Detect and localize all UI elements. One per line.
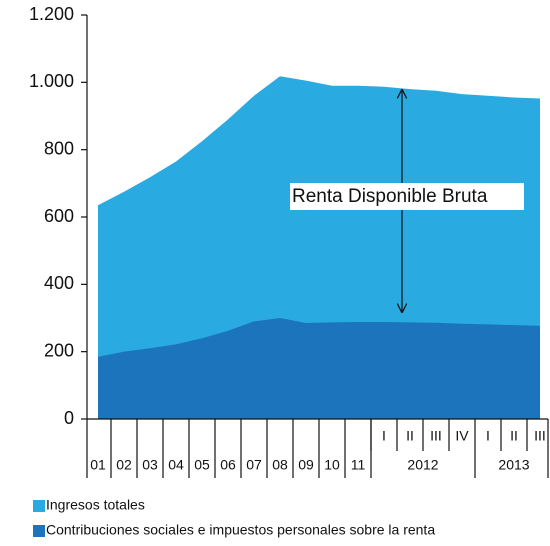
plot-area bbox=[98, 76, 540, 420]
x-tick-label: 06 bbox=[220, 457, 236, 473]
x-tick-label: 05 bbox=[194, 457, 210, 473]
x-tick-label: 03 bbox=[142, 457, 158, 473]
legend-label: Ingresos totales bbox=[46, 497, 145, 513]
annotation: Renta Disponible Bruta bbox=[292, 186, 488, 207]
y-tick-label: 1.000 bbox=[29, 71, 74, 91]
y-tick-label: 1.200 bbox=[29, 4, 74, 24]
x-group-label: 2012 bbox=[407, 457, 438, 473]
x-tick-label: 09 bbox=[298, 457, 314, 473]
y-tick-label: 600 bbox=[44, 206, 74, 226]
annotation-box bbox=[290, 183, 524, 210]
y-tick-label: 200 bbox=[44, 340, 74, 360]
x-tick-label: I bbox=[382, 428, 386, 444]
area bbox=[98, 318, 540, 419]
x-tick-label: II bbox=[406, 428, 414, 444]
y-tick-label: 800 bbox=[44, 138, 74, 158]
x-tick-label: 11 bbox=[351, 457, 366, 473]
x-tick-label: III bbox=[534, 428, 546, 444]
y-tick-label: 400 bbox=[44, 273, 74, 293]
x-tick-label: 10 bbox=[324, 457, 340, 473]
x-tick-label: 02 bbox=[116, 457, 132, 473]
x-tick-label: 01 bbox=[90, 457, 106, 473]
x-tick-label: 07 bbox=[246, 457, 262, 473]
x-tick-label: 04 bbox=[168, 457, 184, 473]
x-tick-label: I bbox=[486, 428, 490, 444]
x-tick-label: III bbox=[430, 428, 442, 444]
legend-swatch bbox=[33, 500, 45, 512]
x-tick-label: IV bbox=[455, 428, 469, 444]
y-tick-label: 0 bbox=[64, 408, 74, 428]
x-tick-label: II bbox=[510, 428, 518, 444]
legend-swatch bbox=[33, 525, 45, 537]
x-tick-label: 08 bbox=[272, 457, 288, 473]
legend-label: Contribuciones sociales e impuestos pers… bbox=[46, 522, 435, 538]
x-group-label: 2013 bbox=[498, 457, 529, 473]
